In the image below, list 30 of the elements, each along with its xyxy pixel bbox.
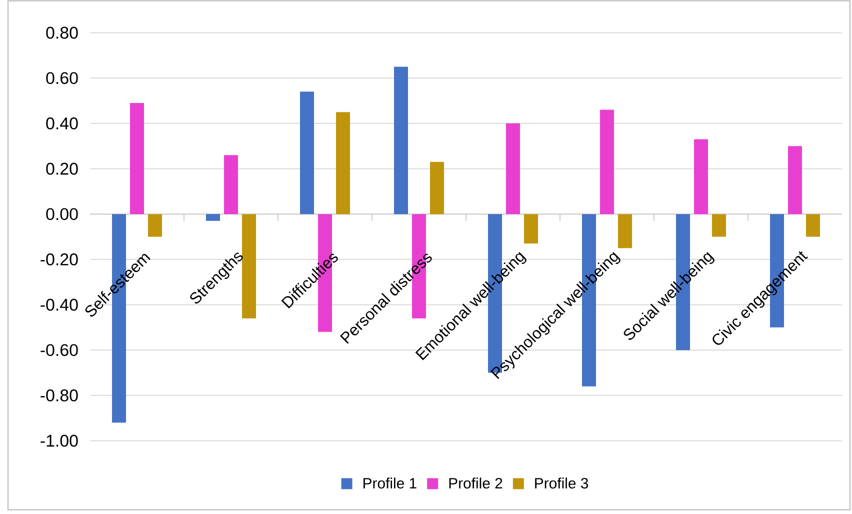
bar	[806, 214, 820, 237]
y-tick-label: -0.80	[40, 390, 78, 402]
bar	[130, 103, 144, 214]
bar	[430, 162, 444, 214]
legend-label: Profile 2	[449, 478, 502, 489]
y-tick-label: 0.20	[46, 162, 78, 175]
y-tick-label: -0.20	[40, 254, 78, 266]
y-tick-label: -0.60	[40, 344, 78, 356]
y-tick-label: -1.00	[40, 434, 78, 447]
bar	[148, 214, 162, 237]
y-tick-label: 0.80	[46, 26, 78, 39]
bar	[242, 214, 256, 318]
bar	[336, 112, 350, 214]
y-tick-label: -0.40	[40, 298, 78, 311]
bar	[506, 124, 520, 214]
y-tick-label: 0.40	[46, 118, 78, 130]
bar	[394, 66, 408, 214]
bar	[600, 110, 614, 214]
bar	[788, 146, 802, 214]
bar	[300, 92, 314, 214]
bar	[618, 214, 632, 248]
bar	[524, 214, 538, 244]
y-tick-label: 0.00	[46, 208, 78, 220]
y-tick-label: 0.60	[46, 72, 78, 84]
legend-label: Profile 3	[535, 478, 588, 489]
bar	[694, 139, 708, 214]
bar	[712, 214, 726, 237]
bar	[206, 214, 220, 221]
legend-label: Profile 1	[364, 478, 416, 489]
bar	[224, 155, 238, 214]
